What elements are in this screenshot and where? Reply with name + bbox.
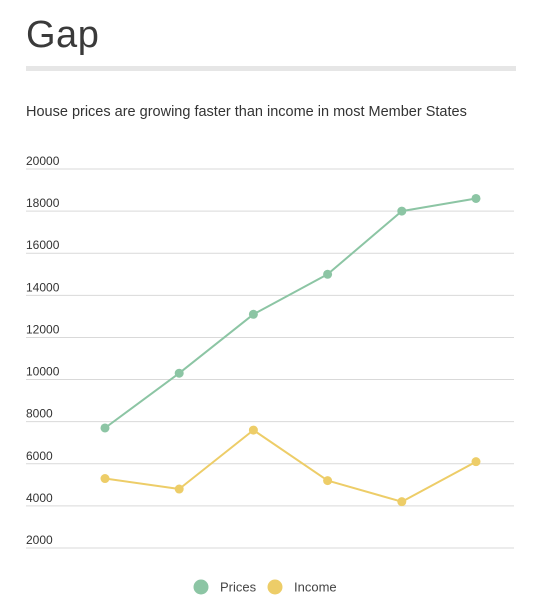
data-point-prices-4[interactable]: [323, 269, 333, 279]
data-point-prices-2[interactable]: [174, 368, 184, 378]
data-point-income-6[interactable]: [471, 457, 481, 467]
y-tick-label-20000: 20000: [26, 154, 60, 168]
legend-marker-prices[interactable]: [193, 579, 209, 595]
legend-marker-income[interactable]: [267, 579, 283, 595]
data-point-income-5[interactable]: [397, 497, 407, 507]
y-tick-label-10000: 10000: [26, 365, 60, 379]
data-point-income-2[interactable]: [174, 484, 184, 494]
y-tick-label-6000: 6000: [26, 449, 53, 463]
legend-label-prices[interactable]: Prices: [220, 580, 257, 595]
series-line-income: [104, 429, 477, 503]
page-title: Gap: [26, 14, 100, 56]
data-point-income-4[interactable]: [323, 476, 333, 486]
data-point-prices-1[interactable]: [100, 423, 110, 433]
y-tick-label-12000: 12000: [26, 322, 60, 336]
y-tick-label-14000: 14000: [26, 280, 60, 294]
data-point-income-1[interactable]: [100, 474, 110, 484]
data-point-income-3[interactable]: [248, 425, 258, 435]
y-tick-label-4000: 4000: [26, 491, 53, 505]
legend: Prices Income: [193, 579, 337, 595]
series-line-prices: [104, 197, 477, 429]
y-tick-label-16000: 16000: [26, 238, 60, 252]
y-tick-label-2000: 2000: [26, 533, 53, 547]
y-tick-label-18000: 18000: [26, 196, 60, 210]
chart-subtitle: House prices are growing faster than inc…: [26, 104, 467, 120]
title-divider: [26, 66, 516, 71]
grid-layer: 2000 4000 6000 8000 10000 12000 14000 16000 1800…: [26, 154, 514, 549]
data-point-prices-5[interactable]: [397, 206, 407, 216]
data-point-prices-3[interactable]: [248, 309, 258, 319]
y-tick-label-8000: 8000: [26, 407, 53, 421]
legend-label-income[interactable]: Income: [294, 580, 337, 595]
series-layer: [100, 193, 481, 507]
data-point-prices-6[interactable]: [471, 193, 481, 203]
